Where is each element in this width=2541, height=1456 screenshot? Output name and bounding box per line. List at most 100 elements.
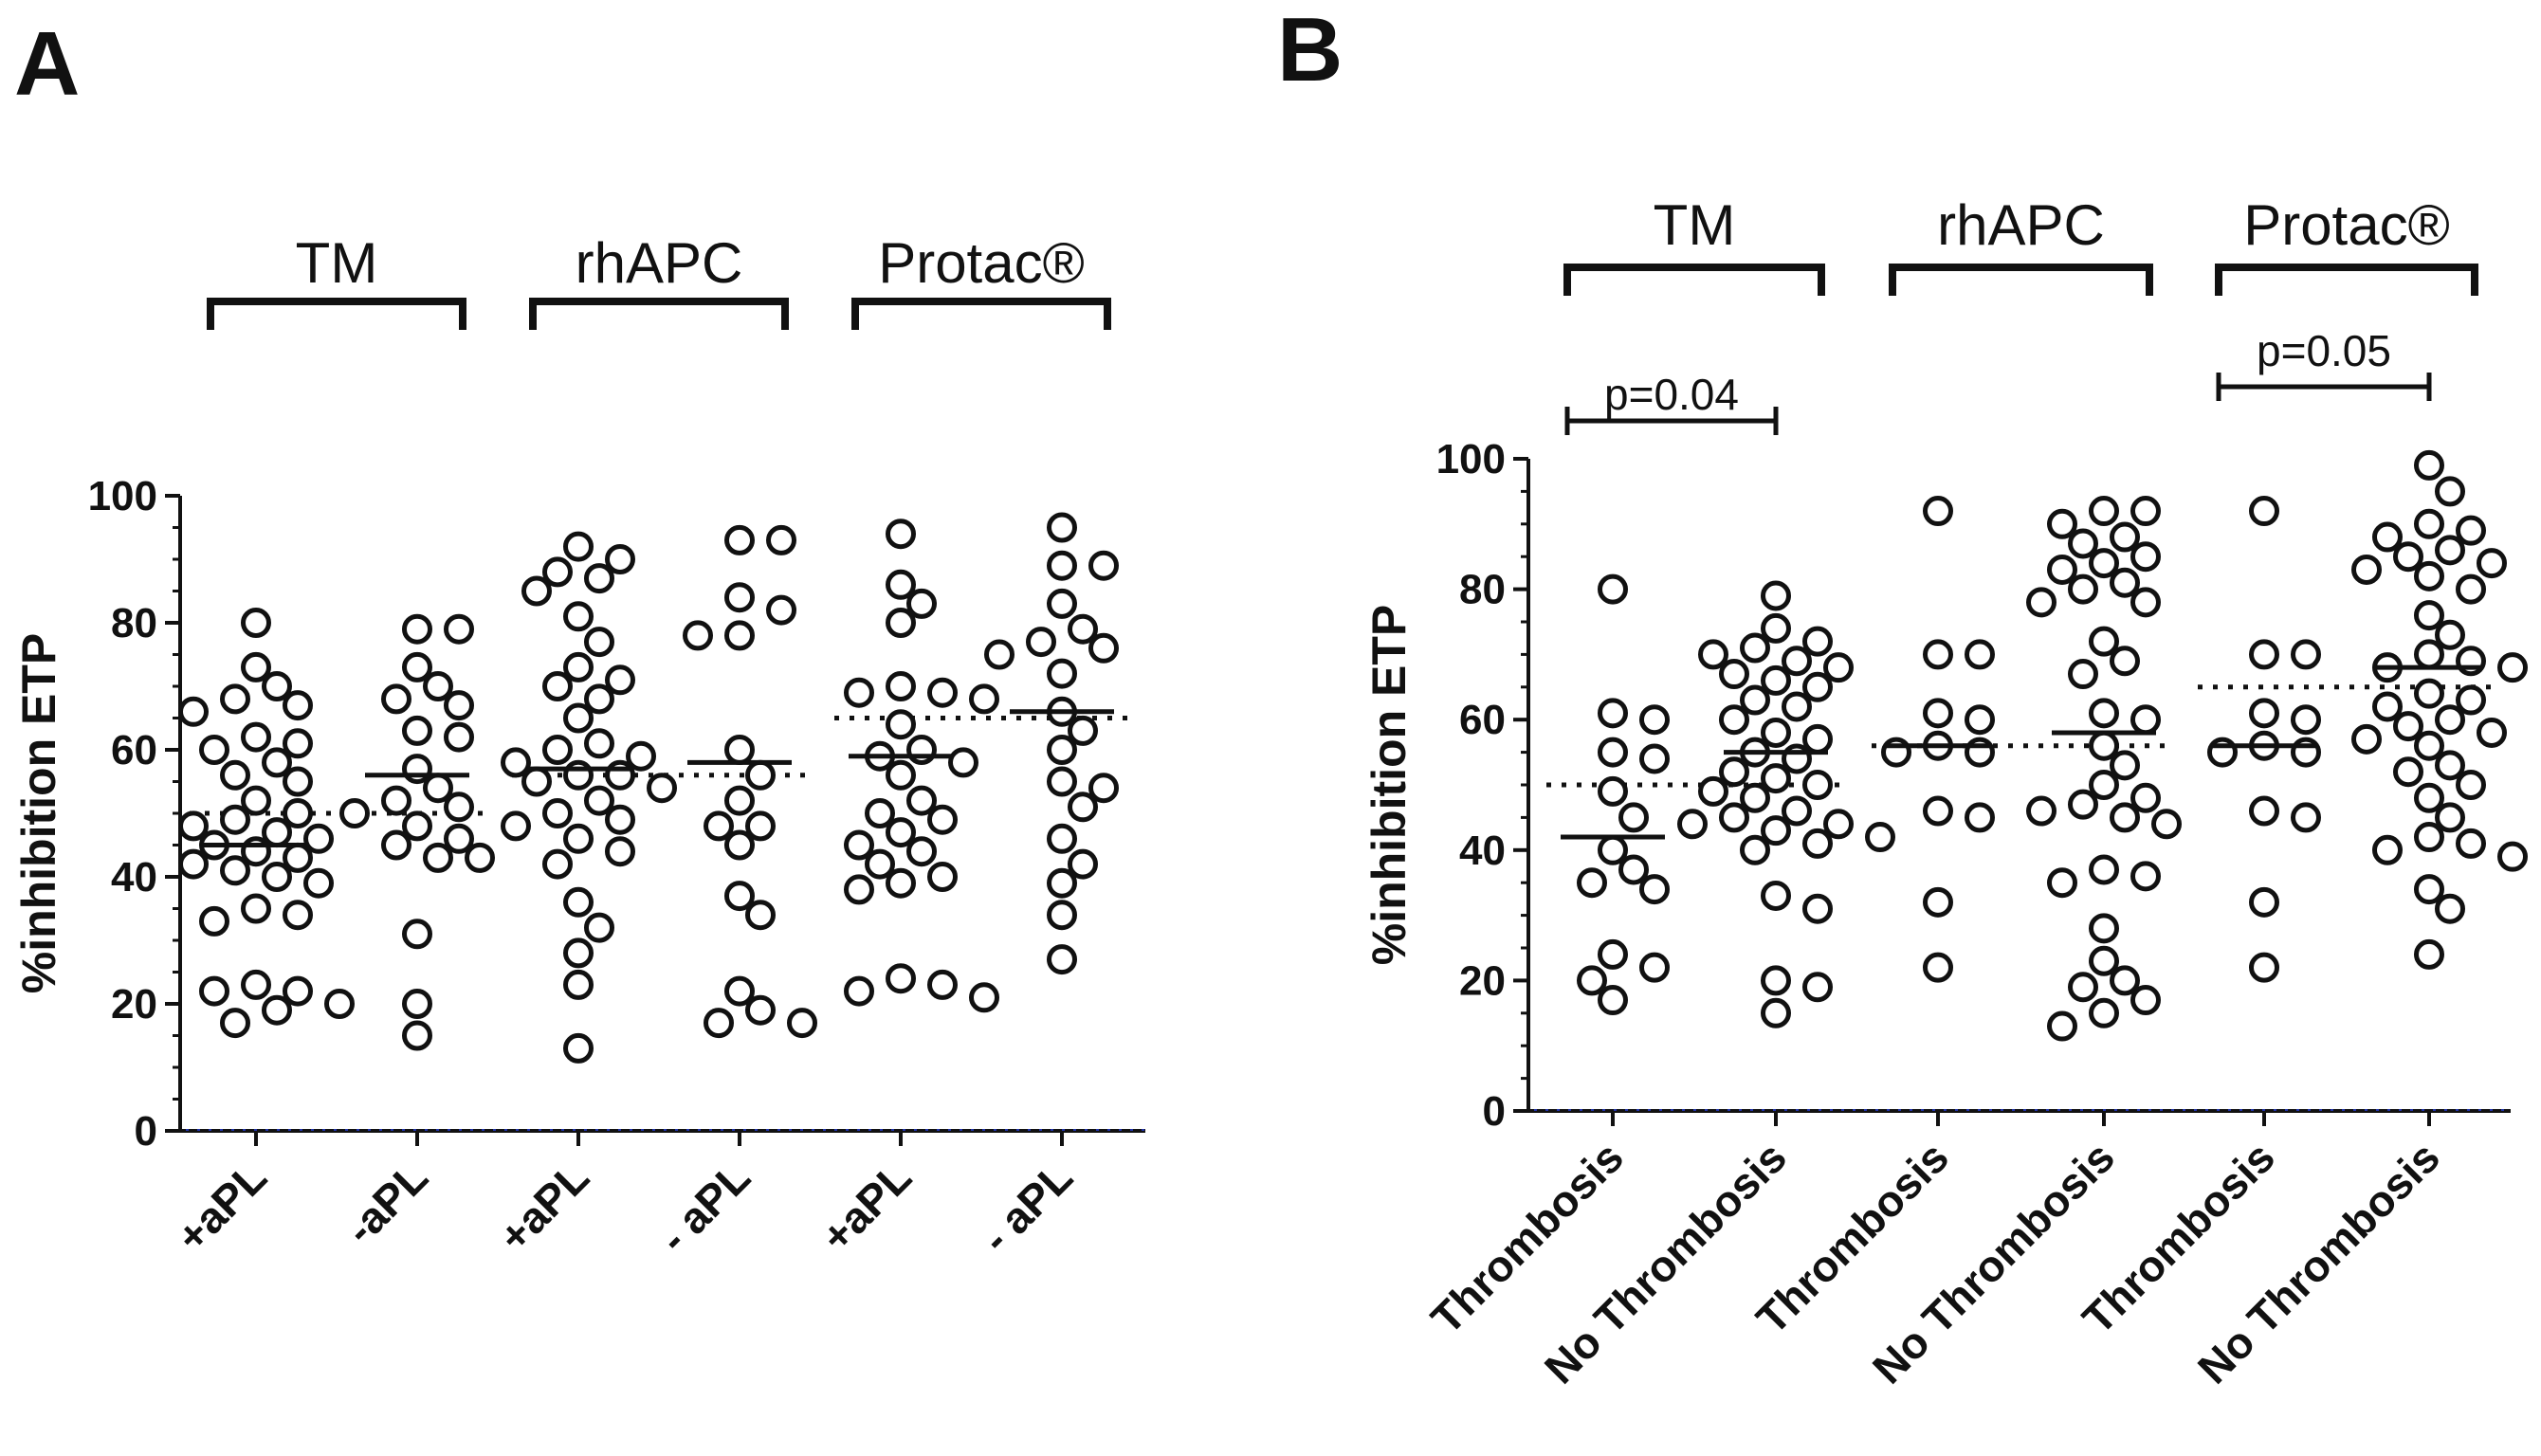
data-point: [303, 823, 334, 854]
data-point: [1068, 613, 1098, 645]
data-point: [1088, 550, 1119, 581]
data-point: [1719, 704, 1749, 736]
data-point: [2068, 659, 2098, 690]
data-point: [1047, 550, 1077, 581]
data-point: [1719, 802, 1749, 833]
data-point: [1598, 938, 1628, 970]
data-point: [865, 798, 895, 828]
data-point: [2435, 802, 2465, 833]
data-point: [241, 785, 271, 816]
data-point: [745, 900, 776, 931]
y-axis-title: %inhibition ETP: [12, 633, 65, 994]
data-point: [2089, 548, 2119, 579]
data-point: [542, 798, 573, 828]
y-tick-label: 0: [1483, 1088, 1506, 1135]
data-point: [724, 829, 755, 861]
data-point: [2047, 867, 2077, 899]
data-point: [283, 690, 313, 721]
data-point: [584, 563, 614, 594]
data-point: [2456, 573, 2486, 605]
data-point: [584, 728, 614, 759]
data-point: [906, 836, 937, 867]
data-point: [2089, 730, 2119, 761]
y-tick-label: 100: [1436, 436, 1506, 482]
data-point: [2456, 684, 2486, 716]
data-point: [402, 651, 432, 682]
data-point: [1761, 880, 1791, 911]
data-point: [2351, 554, 2382, 585]
data-point: [563, 969, 594, 1000]
group-bracket: [2215, 264, 2478, 296]
data-point: [2414, 730, 2444, 761]
y-tick-label: 0: [135, 1108, 157, 1155]
data-point: [1761, 815, 1791, 846]
data-point: [1965, 704, 1995, 736]
data-point: [563, 601, 594, 632]
data-point: [178, 848, 209, 880]
data-point: [563, 759, 594, 791]
data-point: [1740, 782, 1770, 813]
data-point: [1047, 823, 1077, 854]
data-point: [283, 975, 313, 1007]
data-point: [303, 867, 334, 899]
data-point: [2414, 560, 2444, 592]
data-point: [1068, 792, 1098, 823]
data-point: [1782, 646, 1812, 677]
data-point: [886, 709, 916, 740]
data-point: [1047, 512, 1077, 543]
data-point: [2477, 548, 2507, 579]
data-point: [542, 735, 573, 765]
data-point: [262, 817, 292, 848]
p-value-label: p=0.04: [1604, 370, 1739, 419]
data-point: [563, 886, 594, 918]
data-point: [605, 804, 635, 835]
data-point: [886, 569, 916, 600]
data-point: [2130, 587, 2161, 618]
data-point: [444, 792, 474, 823]
data-point: [1047, 867, 1077, 899]
data-point: [2497, 841, 2528, 872]
data-point: [2435, 619, 2465, 650]
data-point: [927, 862, 958, 892]
panel-a: A 0 20 40 60 80 100 %inhibition ETP +aPL -aPL +aPL…: [12, 13, 1145, 1263]
data-point: [2249, 496, 2279, 527]
data-point: [2393, 711, 2423, 742]
data-point: [2291, 704, 2321, 736]
data-point: [1639, 704, 1670, 736]
data-point: [444, 613, 474, 645]
data-point: [2130, 496, 2161, 527]
data-point: [262, 862, 292, 892]
data-point: [2047, 508, 2077, 539]
data-point: [521, 766, 552, 797]
data-point: [906, 785, 937, 816]
data-point: [402, 810, 432, 842]
data-point: [542, 848, 573, 880]
data-point: [2249, 639, 2279, 670]
data-point: [563, 651, 594, 682]
data-point: [220, 683, 250, 715]
data-point: [1047, 944, 1077, 975]
data-point: [1719, 659, 1749, 690]
data-point: [220, 1008, 250, 1039]
data-point: [1923, 795, 1953, 827]
data-point: [1598, 698, 1628, 729]
data-point: [2393, 541, 2423, 573]
data-point: [262, 671, 292, 701]
data-point: [1802, 828, 1833, 859]
data-point: [501, 810, 531, 842]
x-category-label: +aPL: [167, 1152, 276, 1261]
data-point: [1068, 715, 1098, 746]
data-point: [1965, 802, 1995, 833]
group-bracket: [529, 298, 789, 330]
data-point: [2372, 691, 2403, 722]
data-point: [199, 975, 229, 1007]
data-point: [2414, 639, 2444, 670]
x-category-label: -aPL: [336, 1152, 437, 1253]
data-point: [2414, 822, 2444, 853]
data-point: [2130, 985, 2161, 1016]
data-point: [1761, 580, 1791, 611]
data-point: [724, 735, 755, 765]
data-point: [444, 721, 474, 753]
data-point: [1823, 652, 1854, 683]
